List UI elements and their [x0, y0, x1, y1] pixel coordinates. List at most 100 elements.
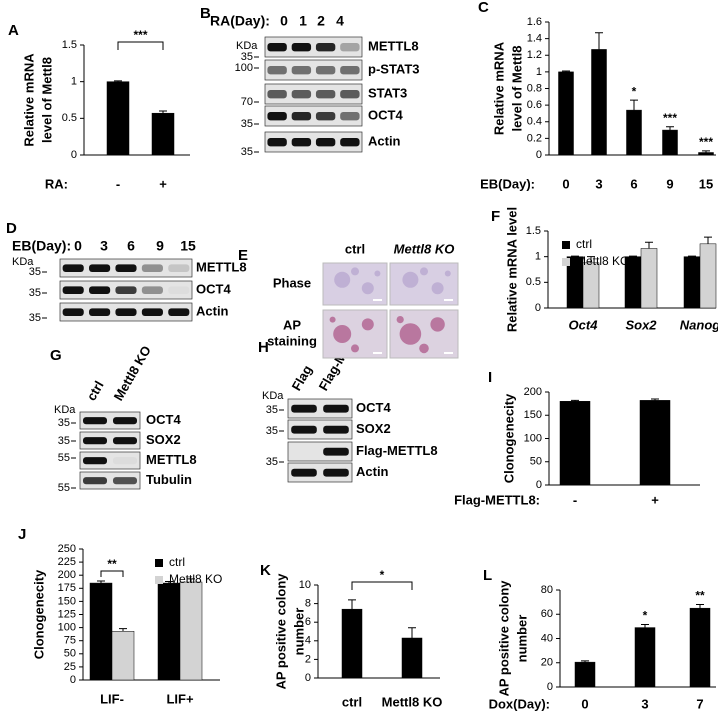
blot-band [113, 437, 137, 445]
significance: *** [699, 135, 713, 149]
blot-strip [264, 59, 363, 81]
blot-band [83, 477, 107, 485]
blot-strip [287, 441, 353, 462]
row-label: staining [267, 333, 317, 348]
y-axis-label: level of Mettl8 [509, 46, 524, 132]
colony [351, 344, 359, 353]
y-tick-label: 100 [524, 432, 542, 444]
panel-label: E [238, 247, 248, 264]
row-label: OCT4 [356, 400, 391, 415]
x-tick-label: 3 [641, 696, 648, 711]
error-bar [651, 398, 659, 401]
blot-band [291, 112, 312, 121]
y-axis-label: Relative mRNA [491, 41, 506, 135]
x-tick-label: 9 [666, 176, 673, 191]
colony [361, 318, 374, 331]
bar [559, 401, 591, 486]
marker-label: 35 [241, 146, 253, 158]
y-tick-label: 1.4 [527, 33, 542, 45]
blot-band [340, 138, 360, 147]
panel-label: B [200, 5, 211, 22]
colony [333, 325, 352, 343]
row-label: Actin [356, 464, 389, 479]
bar [699, 243, 717, 309]
row-label: AP [283, 317, 301, 332]
panel-label: A [8, 22, 19, 39]
x-tick-label: Nanog [680, 317, 718, 332]
blot-band [340, 112, 360, 121]
error-bar [666, 126, 674, 131]
error-bar [119, 628, 127, 632]
legend-label: Mettl8 KO [576, 254, 629, 268]
blot-strip [79, 451, 141, 470]
blot-strip [79, 411, 141, 430]
y-tick-label: 50 [530, 456, 542, 468]
marker-label: 70 [241, 96, 253, 108]
error-bar [114, 80, 122, 82]
blot-strip [287, 419, 353, 440]
panel-label: D [6, 220, 17, 237]
y-tick-label: 1.2 [527, 49, 542, 61]
y-tick-label: 75 [64, 635, 76, 647]
blot-band [168, 286, 189, 294]
row-label: p-STAT3 [368, 61, 420, 76]
y-tick-label: 0.8 [527, 82, 542, 94]
y-tick-label: 80 [541, 584, 553, 596]
bar [634, 627, 656, 688]
blot-band [291, 66, 312, 75]
marker-label: 35 [241, 118, 253, 130]
x-tick-label: - [116, 176, 120, 191]
lane-label: Flag [289, 363, 315, 394]
blot-band [340, 90, 360, 99]
y-tick-label: 1 [536, 66, 542, 78]
bar [151, 112, 175, 156]
blot-band [291, 404, 317, 413]
panel-label: F [491, 208, 500, 225]
y-axis-label: Clonogenecity [501, 393, 516, 483]
y-tick-label: 10 [299, 579, 311, 591]
blot-strip [287, 462, 353, 483]
blot-band [113, 417, 137, 425]
error-bar [645, 241, 653, 249]
legend-swatch [562, 258, 570, 266]
lane-label: 9 [156, 238, 164, 254]
row-label: OCT4 [146, 412, 181, 427]
y-axis-label: AP positive colony [496, 580, 511, 697]
blot-strip [264, 105, 363, 127]
blot-band [340, 43, 360, 52]
bar [626, 109, 642, 156]
lane-label: ctrl [84, 378, 107, 403]
row-label: METTL8 [368, 38, 419, 53]
x-tick-label: 7 [696, 696, 703, 711]
row-label: SOX2 [356, 421, 391, 436]
error-bar [571, 399, 579, 402]
y-tick-label: 0 [70, 674, 76, 686]
y-tick-label: 200 [524, 386, 542, 398]
blot-band [89, 308, 111, 316]
y-tick-label: 125 [58, 608, 76, 620]
x-axis-label: EB(Day): [480, 176, 535, 191]
bar [662, 129, 678, 156]
marker-label: 35 [58, 417, 70, 429]
significance: * [632, 84, 637, 98]
lane-label: 2 [317, 13, 325, 29]
y-tick-label: 0 [536, 479, 542, 491]
y-tick-label: 0.5 [62, 112, 77, 124]
blot-band [62, 264, 84, 272]
bar [106, 81, 130, 156]
error-bar [348, 599, 356, 610]
marker-label: 35 [29, 287, 41, 299]
y-axis-label: number [291, 608, 306, 656]
blot-band [291, 90, 312, 99]
marker-label: 35 [29, 312, 41, 324]
row-label: METTL8 [196, 259, 247, 274]
lane-label: 15 [180, 238, 196, 254]
blot-band [315, 43, 336, 52]
y-tick-label: 2 [305, 653, 311, 665]
y-tick-label: 100 [58, 622, 76, 634]
error-bar [688, 255, 696, 257]
legend-swatch [155, 576, 163, 584]
blot-band [83, 457, 107, 465]
legend-label: Mettl8 KO [169, 572, 222, 586]
